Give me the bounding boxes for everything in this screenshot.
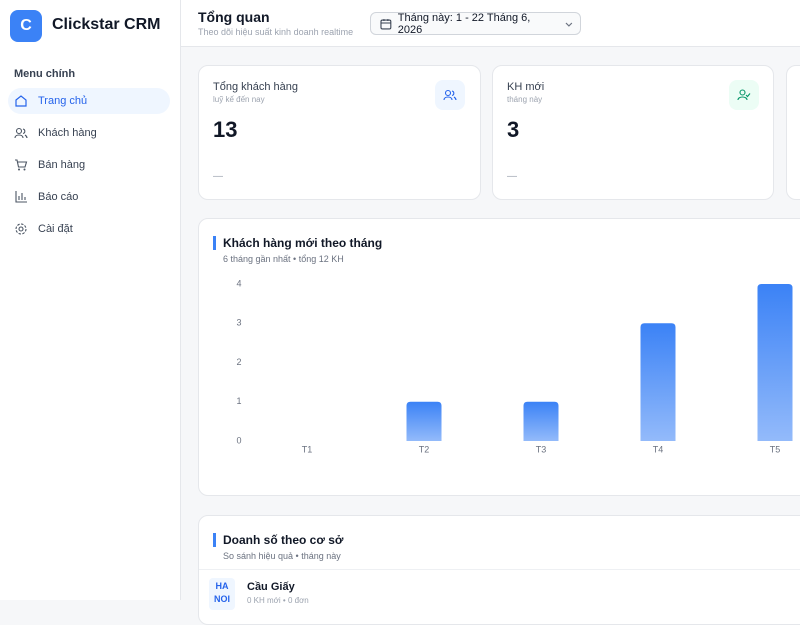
- icon: [14, 127, 28, 139]
- stat-icon: [729, 80, 759, 110]
- y-tick-label: 2: [236, 357, 241, 367]
- x-tick-label: T5: [770, 444, 781, 454]
- x-tick-label: T2: [419, 444, 430, 454]
- bar: [640, 323, 676, 441]
- branch-badge: HA NOI: [209, 578, 235, 610]
- nav-label: Khách hàng: [38, 127, 97, 139]
- stat-value: 13: [213, 117, 238, 142]
- nav-item[interactable]: Trang chủ: [8, 88, 170, 114]
- bar: [757, 284, 793, 441]
- y-tick-label: 1: [236, 396, 241, 406]
- stat-value: 3: [507, 117, 520, 142]
- stat-card: [786, 65, 800, 200]
- logo: C: [10, 10, 42, 42]
- date-picker[interactable]: Tháng này: 1 - 22 Tháng 6, 2026: [370, 11, 581, 36]
- chart-title: Khách hàng mới theo tháng: [213, 236, 382, 250]
- chart-subtitle: 6 tháng gần nhất • tổng 12 KH: [223, 254, 344, 264]
- stat-label: KH mới: [507, 81, 545, 93]
- sales-card: Doanh số theo cơ sở So sánh hiệu quả • t…: [198, 515, 800, 625]
- icon: [15, 159, 28, 171]
- stat-trend: —: [213, 171, 223, 182]
- x-tick-label: T1: [302, 444, 313, 454]
- nav-label: Cài đặt: [38, 223, 73, 235]
- stat-card: Tổng khách hàng luỹ kế đến nay 13 —: [198, 65, 481, 200]
- icon: [380, 18, 392, 29]
- sidebar: C Clickstar CRM Menu chính Trang chủ Khá…: [0, 0, 181, 600]
- icon: [15, 95, 27, 107]
- icon: [15, 191, 27, 203]
- chart-card: Khách hàng mới theo tháng 6 tháng gần nh…: [198, 218, 800, 496]
- nav-item[interactable]: Bán hàng: [8, 152, 170, 178]
- nav-label: Trang chủ: [38, 95, 88, 107]
- brand: Clickstar CRM: [52, 16, 161, 33]
- y-tick-label: 3: [236, 318, 241, 328]
- icon: [15, 223, 27, 235]
- divider: [199, 569, 800, 570]
- stat-card: KH mới tháng này 3 —: [492, 65, 774, 200]
- sales-subtitle: So sánh hiệu quả • tháng này: [223, 551, 341, 561]
- stat-trend: —: [507, 171, 517, 182]
- y-tick-label: 4: [236, 278, 241, 288]
- bar: [523, 401, 559, 441]
- sales-title: Doanh số theo cơ sở: [213, 533, 343, 547]
- chart: 0 1 2 3 4 T1 T2 T3 T4 T5: [236, 278, 793, 454]
- stat-icon: [435, 80, 465, 110]
- page-title: Tổng quan: [198, 9, 270, 25]
- stat-label: Tổng khách hàng: [213, 81, 299, 93]
- nav-label: Bán hàng: [38, 159, 86, 171]
- date-range: Tháng này: 1 - 22 Tháng 6, 2026: [397, 11, 531, 36]
- y-tick-label: 0: [236, 435, 241, 445]
- header: Tổng quan Theo dõi hiệu suất kinh doanh …: [181, 0, 800, 47]
- x-tick-label: T3: [536, 444, 547, 454]
- branch-detail: 0 KH mới • 0 đơn: [247, 596, 309, 605]
- nav-item[interactable]: Báo cáo: [8, 184, 170, 210]
- nav-item[interactable]: Khách hàng: [8, 120, 170, 146]
- chevron: [565, 22, 573, 27]
- stat-sub: luỹ kế đến nay: [213, 95, 265, 104]
- page-subtitle: Theo dõi hiệu suất kinh doanh realtime: [198, 27, 354, 37]
- nav-item[interactable]: Cài đặt: [8, 216, 170, 242]
- bar: [406, 401, 442, 441]
- branch-name: Cầu Giấy: [247, 581, 295, 593]
- stat-sub: tháng này: [507, 95, 543, 104]
- menu-title: Menu chính: [14, 68, 76, 80]
- nav-label: Báo cáo: [38, 191, 79, 203]
- x-tick-label: T4: [653, 444, 664, 454]
